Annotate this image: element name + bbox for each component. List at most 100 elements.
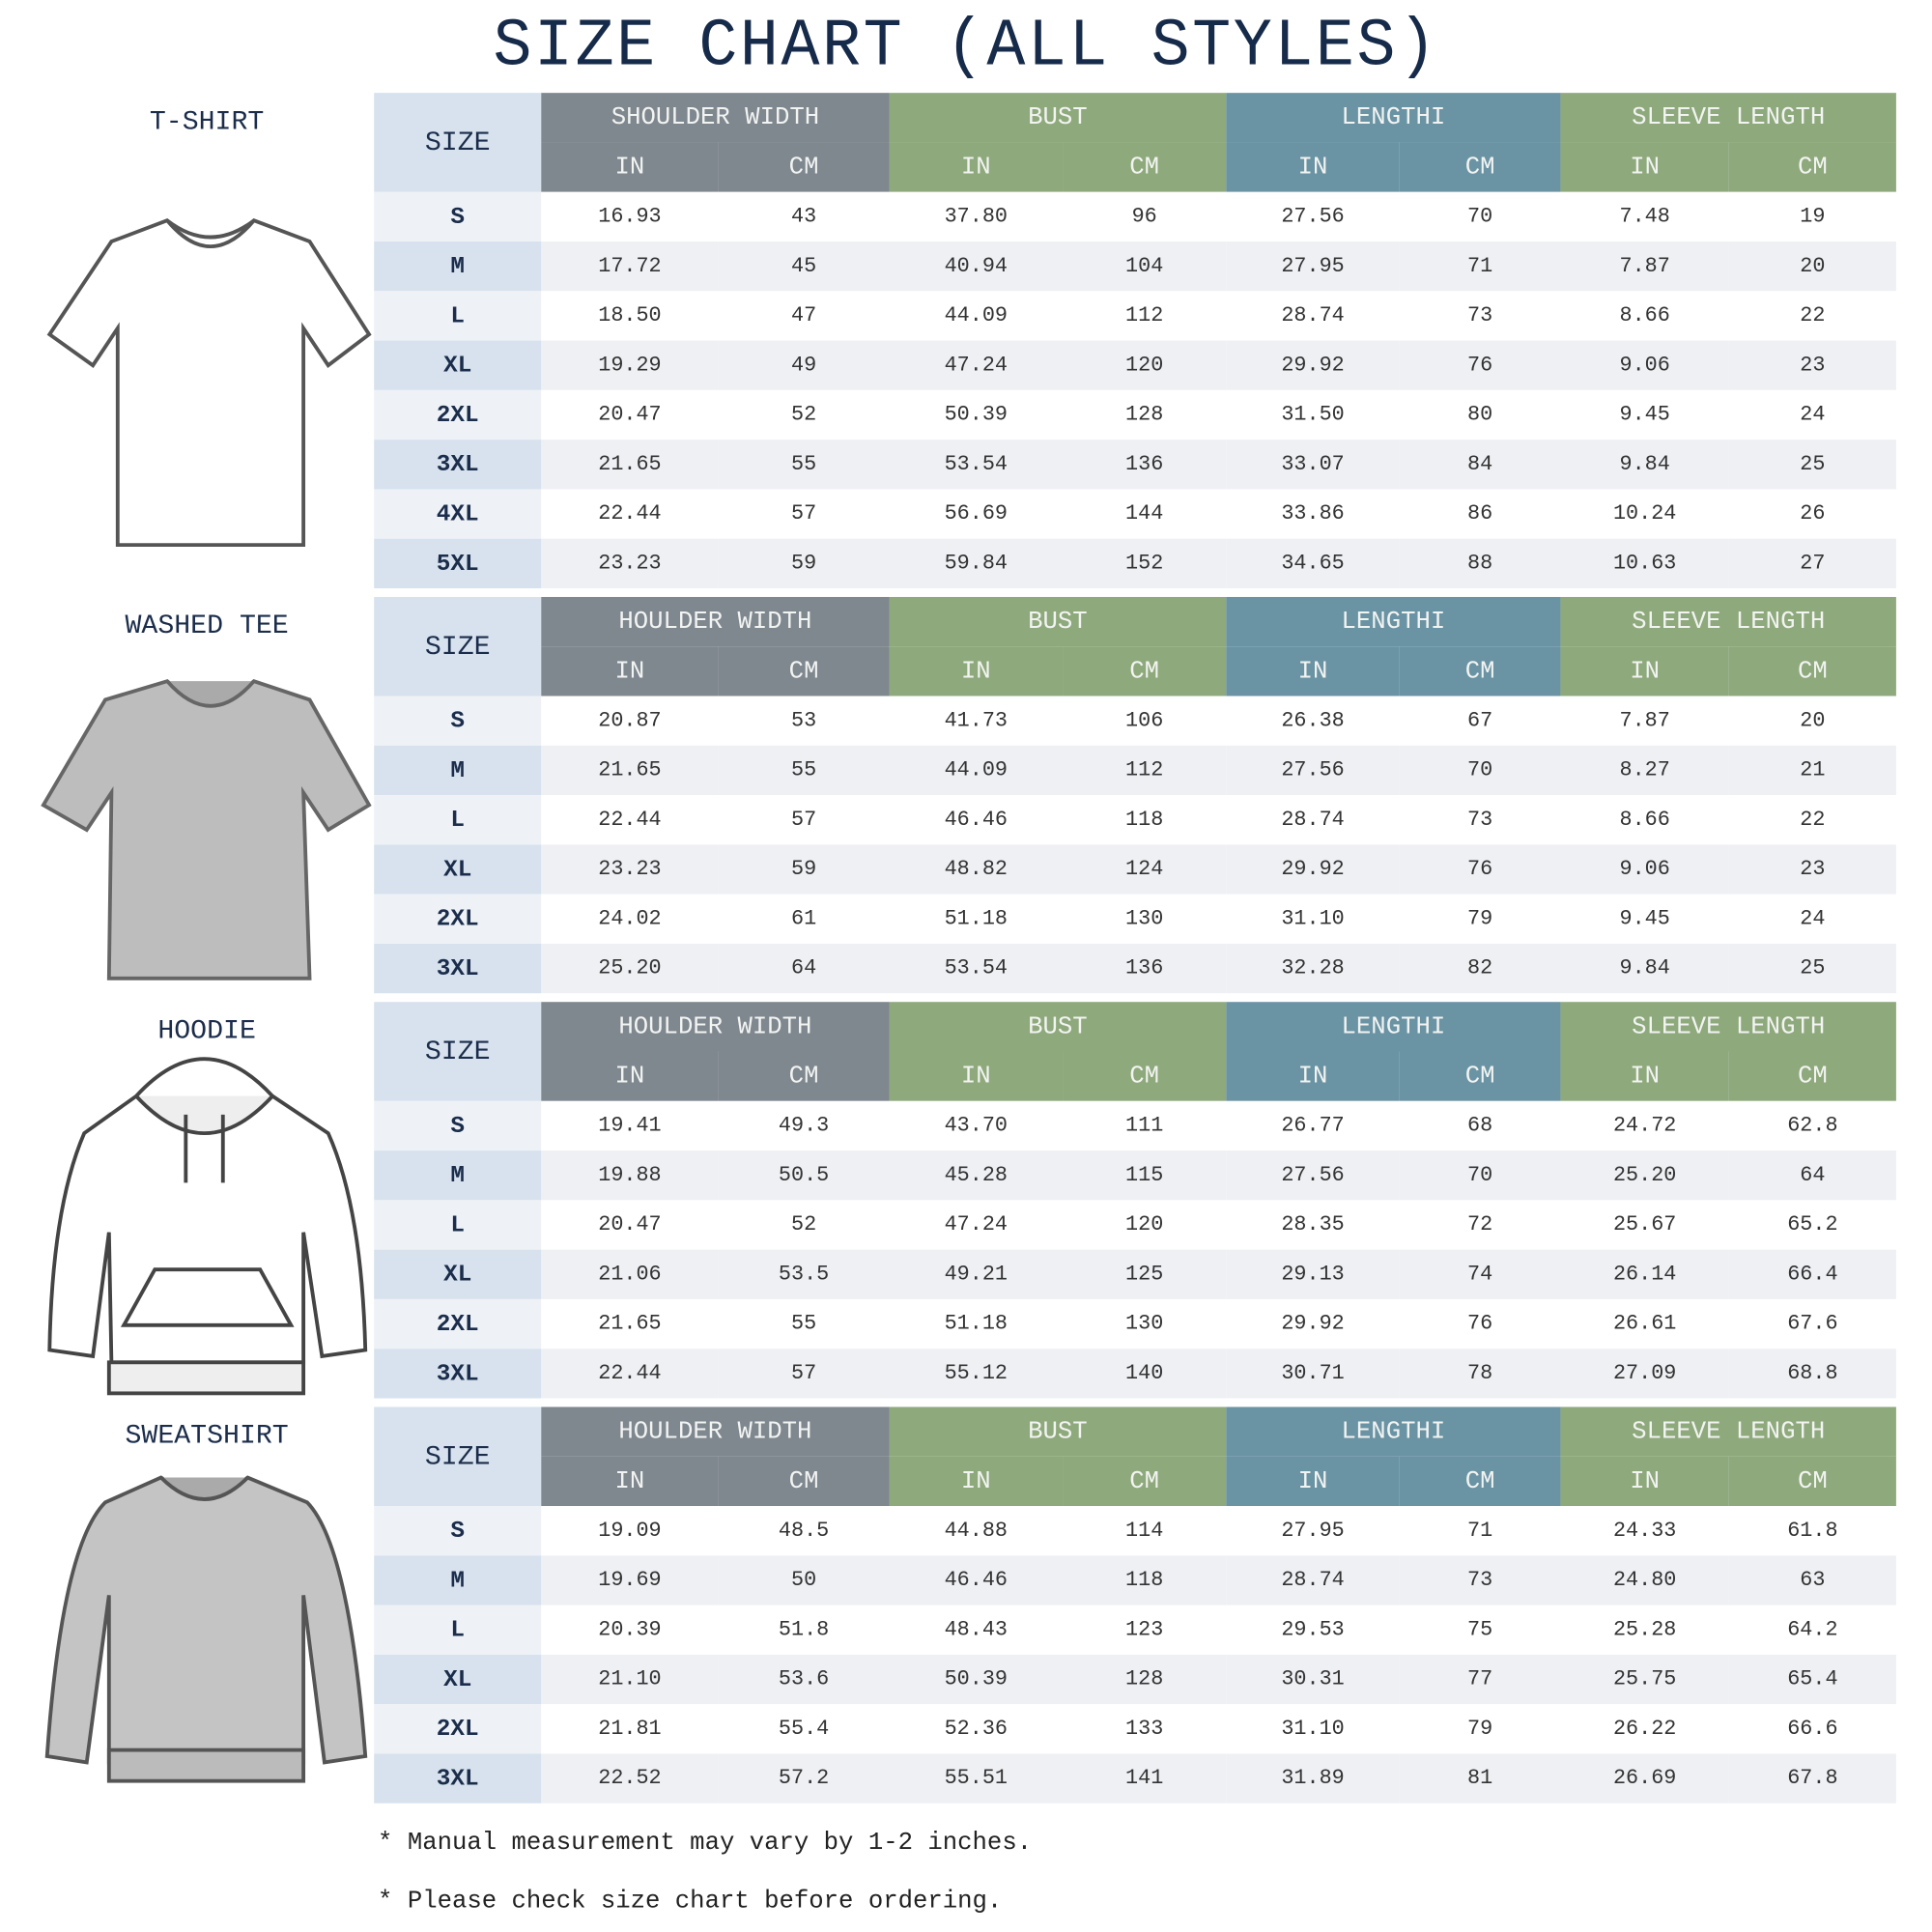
measurement-cell: 106 — [1063, 696, 1227, 746]
measurement-cell: 78 — [1399, 1349, 1561, 1399]
measurement-cell: 124 — [1063, 844, 1227, 895]
unit-header-in: IN — [541, 646, 719, 696]
measurement-cell: 47.24 — [889, 340, 1064, 390]
unit-header-cm: CM — [1728, 142, 1896, 192]
unit-header-in: IN — [1560, 142, 1729, 192]
measurement-cell: 55 — [718, 440, 890, 490]
table-row: 3XL 21.65 55 53.54 136 33.07 84 9.84 25 — [374, 440, 1896, 490]
unit-header-in: IN — [889, 142, 1064, 192]
measurement-cell: 9.84 — [1560, 440, 1729, 490]
unit-header-cm: CM — [1728, 1051, 1896, 1101]
measurement-cell: 25.28 — [1560, 1605, 1729, 1655]
measurement-cell: 79 — [1399, 1704, 1561, 1754]
measurement-cell: 48.5 — [718, 1506, 890, 1556]
size-cell: L — [374, 1605, 542, 1655]
measurement-cell: 7.87 — [1560, 242, 1729, 292]
measurement-cell: 50.39 — [889, 389, 1064, 440]
measurement-cell: 59 — [718, 844, 890, 895]
measurement-cell: 152 — [1063, 538, 1227, 588]
unit-header-cm: CM — [1399, 1456, 1561, 1507]
measurement-cell: 25.20 — [1560, 1151, 1729, 1201]
measurement-cell: 59.84 — [889, 538, 1064, 588]
size-cell: S — [374, 1100, 542, 1151]
measurement-cell: 10.63 — [1560, 538, 1729, 588]
table-row: 2XL 20.47 52 50.39 128 31.50 80 9.45 24 — [374, 389, 1896, 440]
measurement-cell: 27.56 — [1226, 191, 1400, 242]
measurement-cell: 43.70 — [889, 1100, 1064, 1151]
measurement-cell: 32.28 — [1226, 943, 1400, 994]
hoodie-icon — [47, 1057, 368, 1396]
measurement-cell: 28.74 — [1226, 795, 1400, 845]
sweatshirt-icon — [44, 1475, 368, 1783]
measurement-cell: 118 — [1063, 795, 1227, 845]
measurement-cell: 125 — [1063, 1249, 1227, 1299]
measurement-cell: 76 — [1399, 844, 1561, 895]
measurement-cell: 120 — [1063, 1200, 1227, 1250]
measurement-cell: 86 — [1399, 489, 1561, 539]
unit-header-in: IN — [541, 1051, 719, 1101]
measurement-cell: 26.69 — [1560, 1753, 1729, 1804]
table-row: 4XL 22.44 57 56.69 144 33.86 86 10.24 26 — [374, 489, 1896, 539]
size-cell: L — [374, 1200, 542, 1250]
measurement-cell: 53.5 — [718, 1249, 890, 1299]
measurement-cell: 140 — [1063, 1349, 1227, 1399]
measurement-cell: 40.94 — [889, 242, 1064, 292]
measurement-cell: 21.65 — [541, 440, 719, 490]
header-sleeve-length: SLEEVE LENGTH — [1560, 93, 1896, 143]
measurement-cell: 31.10 — [1226, 894, 1400, 944]
measurement-cell: 128 — [1063, 389, 1227, 440]
measurement-cell: 27.09 — [1560, 1349, 1729, 1399]
size-cell: S — [374, 1506, 542, 1556]
unit-header-in: IN — [889, 1456, 1064, 1507]
measurement-cell: 10.24 — [1560, 489, 1729, 539]
size-cell: XL — [374, 844, 542, 895]
table-row: XL 23.23 59 48.82 124 29.92 76 9.06 23 — [374, 844, 1896, 895]
measurement-cell: 8.66 — [1560, 795, 1729, 845]
measurement-cell: 82 — [1399, 943, 1561, 994]
measurement-cell: 26.38 — [1226, 696, 1400, 746]
measurement-cell: 62.8 — [1728, 1100, 1896, 1151]
measurement-cell: 29.53 — [1226, 1605, 1400, 1655]
measurement-cell: 20 — [1728, 242, 1896, 292]
measurement-cell: 9.06 — [1560, 340, 1729, 390]
measurement-cell: 9.45 — [1560, 389, 1729, 440]
measurement-cell: 17.72 — [541, 242, 719, 292]
washed-tee-icon — [41, 678, 372, 980]
size-header: SIZE — [374, 1406, 542, 1507]
table-row: XL 19.29 49 47.24 120 29.92 76 9.06 23 — [374, 340, 1896, 390]
table-row: XL 21.10 53.6 50.39 128 30.31 77 25.75 65.4 — [374, 1654, 1896, 1705]
measurement-cell: 70 — [1399, 745, 1561, 796]
measurement-cell: 25 — [1728, 943, 1896, 994]
measurement-cell: 22.52 — [541, 1753, 719, 1804]
section-label-sweatshirt: SWEATSHIRT — [125, 1420, 289, 1452]
table-row: L 22.44 57 46.46 118 28.74 73 8.66 22 — [374, 795, 1896, 845]
measurement-cell: 21.81 — [541, 1704, 719, 1754]
measurement-cell: 71 — [1399, 1506, 1561, 1556]
table-row: 3XL 22.44 57 55.12 140 30.71 78 27.09 68.8 — [374, 1349, 1896, 1399]
measurement-cell: 31.50 — [1226, 389, 1400, 440]
measurement-cell: 28.74 — [1226, 1555, 1400, 1605]
measurement-cell: 70 — [1399, 191, 1561, 242]
measurement-cell: 23.23 — [541, 538, 719, 588]
measurement-cell: 114 — [1063, 1506, 1227, 1556]
measurement-cell: 44.88 — [889, 1506, 1064, 1556]
size-header: SIZE — [374, 1002, 542, 1101]
measurement-cell: 27.95 — [1226, 1506, 1400, 1556]
section-label-hoodie: HOODIE — [157, 1015, 256, 1047]
measurement-cell: 30.71 — [1226, 1349, 1400, 1399]
measurement-cell: 67.6 — [1728, 1298, 1896, 1350]
measurement-cell: 68 — [1399, 1100, 1561, 1151]
table-row: 3XL 22.52 57.2 55.51 141 31.89 81 26.69 67.8 — [374, 1753, 1896, 1804]
unit-header-cm: CM — [1063, 142, 1227, 192]
measurement-cell: 24 — [1728, 389, 1896, 440]
measurement-cell: 53.6 — [718, 1654, 890, 1705]
measurement-cell: 22.44 — [541, 489, 719, 539]
measurement-cell: 28.35 — [1226, 1200, 1400, 1250]
unit-header-cm: CM — [1399, 142, 1561, 192]
measurement-cell: 27.95 — [1226, 242, 1400, 292]
size-cell: XL — [374, 340, 542, 390]
unit-header-cm: CM — [718, 1456, 890, 1507]
header-sleeve-length: SLEEVE LENGTH — [1560, 1406, 1896, 1457]
measurement-cell: 104 — [1063, 242, 1227, 292]
measurement-cell: 21.65 — [541, 745, 719, 796]
